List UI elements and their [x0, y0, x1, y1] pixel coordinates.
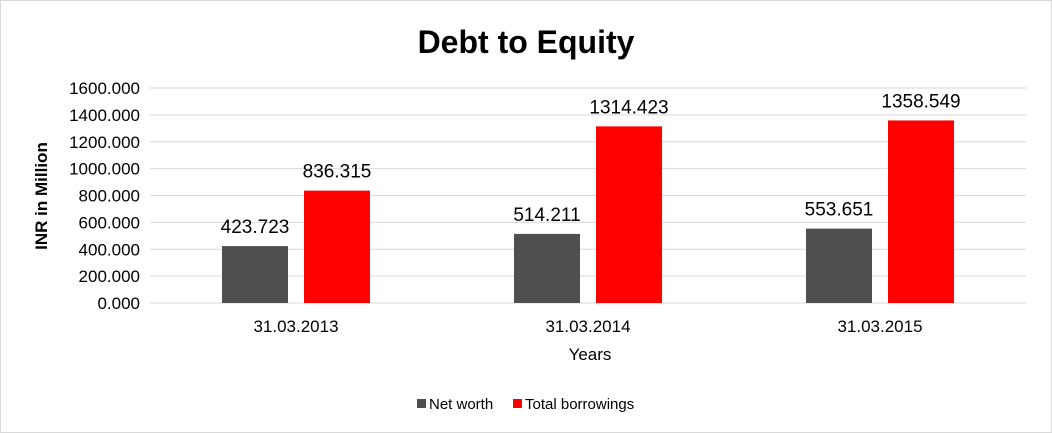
chart-title: Debt to Equity [418, 24, 635, 60]
y-tick-label: 0.000 [97, 294, 140, 313]
data-label: 553.651 [805, 200, 874, 221]
bar-net-worth [806, 228, 872, 303]
bar-net-worth [514, 233, 580, 303]
y-tick-labels: 0.000 200.000 400.000 600.000 800.000 1000.00… [69, 79, 140, 313]
y-tick-label: 600.000 [79, 213, 140, 232]
x-tick-label: 31.03.2013 [253, 317, 338, 336]
y-tick-label: 400.000 [79, 240, 140, 259]
data-labels: 423.723 836.315 514.211 1314.423 553.651 1358… [221, 91, 961, 238]
bars [222, 120, 954, 303]
gridlines [150, 87, 1026, 304]
y-tick-label: 1400.000 [69, 106, 140, 125]
x-tick-label: 31.03.2014 [545, 317, 630, 336]
y-tick-label: 1600.000 [69, 79, 140, 98]
legend-swatch-net-worth [417, 399, 426, 408]
y-tick-label: 200.000 [79, 267, 140, 286]
legend-label-total-borrowings: Total borrowings [525, 396, 634, 413]
x-tick-label: 31.03.2015 [837, 317, 922, 336]
data-label: 1314.423 [589, 97, 668, 118]
legend-swatch-total-borrowings [513, 399, 522, 408]
y-tick-label: 1200.000 [69, 133, 140, 152]
y-tick-label: 1000.000 [69, 160, 140, 179]
data-label: 514.211 [513, 205, 580, 226]
data-label: 1358.549 [881, 91, 960, 112]
legend: Net worth Total borrowings [417, 396, 634, 413]
y-axis-label: INR in Million [32, 142, 51, 250]
data-label: 836.315 [303, 162, 372, 183]
bar-total-borrowings [888, 120, 954, 303]
x-axis-label: Years [569, 345, 612, 364]
bar-net-worth [222, 246, 288, 303]
x-tick-labels: 31.03.2013 31.03.2014 31.03.2015 [253, 317, 922, 336]
y-tick-label: 800.000 [79, 187, 140, 206]
bar-total-borrowings [304, 190, 370, 303]
data-label: 423.723 [221, 217, 290, 238]
legend-label-net-worth: Net worth [429, 396, 493, 413]
bar-total-borrowings [596, 126, 662, 303]
